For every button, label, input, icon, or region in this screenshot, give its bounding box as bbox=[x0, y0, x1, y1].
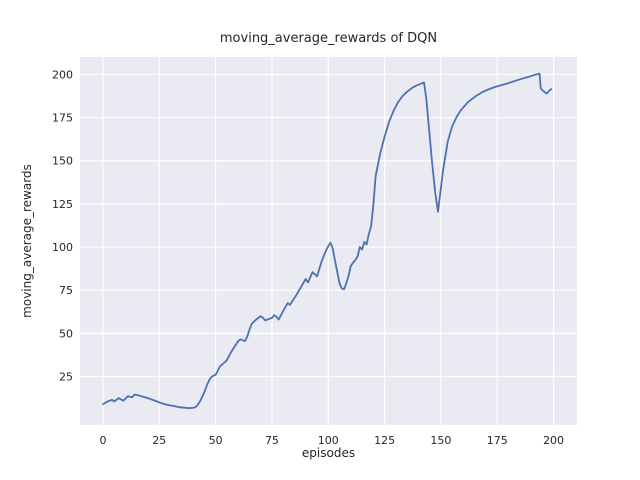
y-tick-label: 150 bbox=[52, 155, 73, 168]
y-tick-label: 125 bbox=[52, 198, 73, 211]
x-tick-label: 0 bbox=[99, 434, 106, 447]
y-tick-label: 100 bbox=[52, 241, 73, 254]
y-tick-label: 175 bbox=[52, 112, 73, 125]
y-tick-label: 75 bbox=[59, 284, 73, 297]
y-tick-label: 25 bbox=[59, 370, 73, 383]
x-tick-label: 125 bbox=[374, 434, 395, 447]
y-tick-label: 200 bbox=[52, 68, 73, 81]
x-tick-label: 100 bbox=[318, 434, 339, 447]
series-line bbox=[102, 72, 553, 409]
x-tick-label: 50 bbox=[209, 434, 223, 447]
x-tick-label: 75 bbox=[265, 434, 279, 447]
x-axis-label: episodes bbox=[301, 446, 356, 460]
x-tick-label: 25 bbox=[152, 434, 166, 447]
x-tick-label: 175 bbox=[487, 434, 508, 447]
x-tick-label: 200 bbox=[543, 434, 564, 447]
y-tick-label: 50 bbox=[59, 327, 73, 340]
y-axis-label: moving_average_rewards bbox=[20, 164, 34, 318]
x-tick-label: 150 bbox=[430, 434, 451, 447]
chart-title: moving_average_rewards of DQN bbox=[219, 31, 438, 46]
